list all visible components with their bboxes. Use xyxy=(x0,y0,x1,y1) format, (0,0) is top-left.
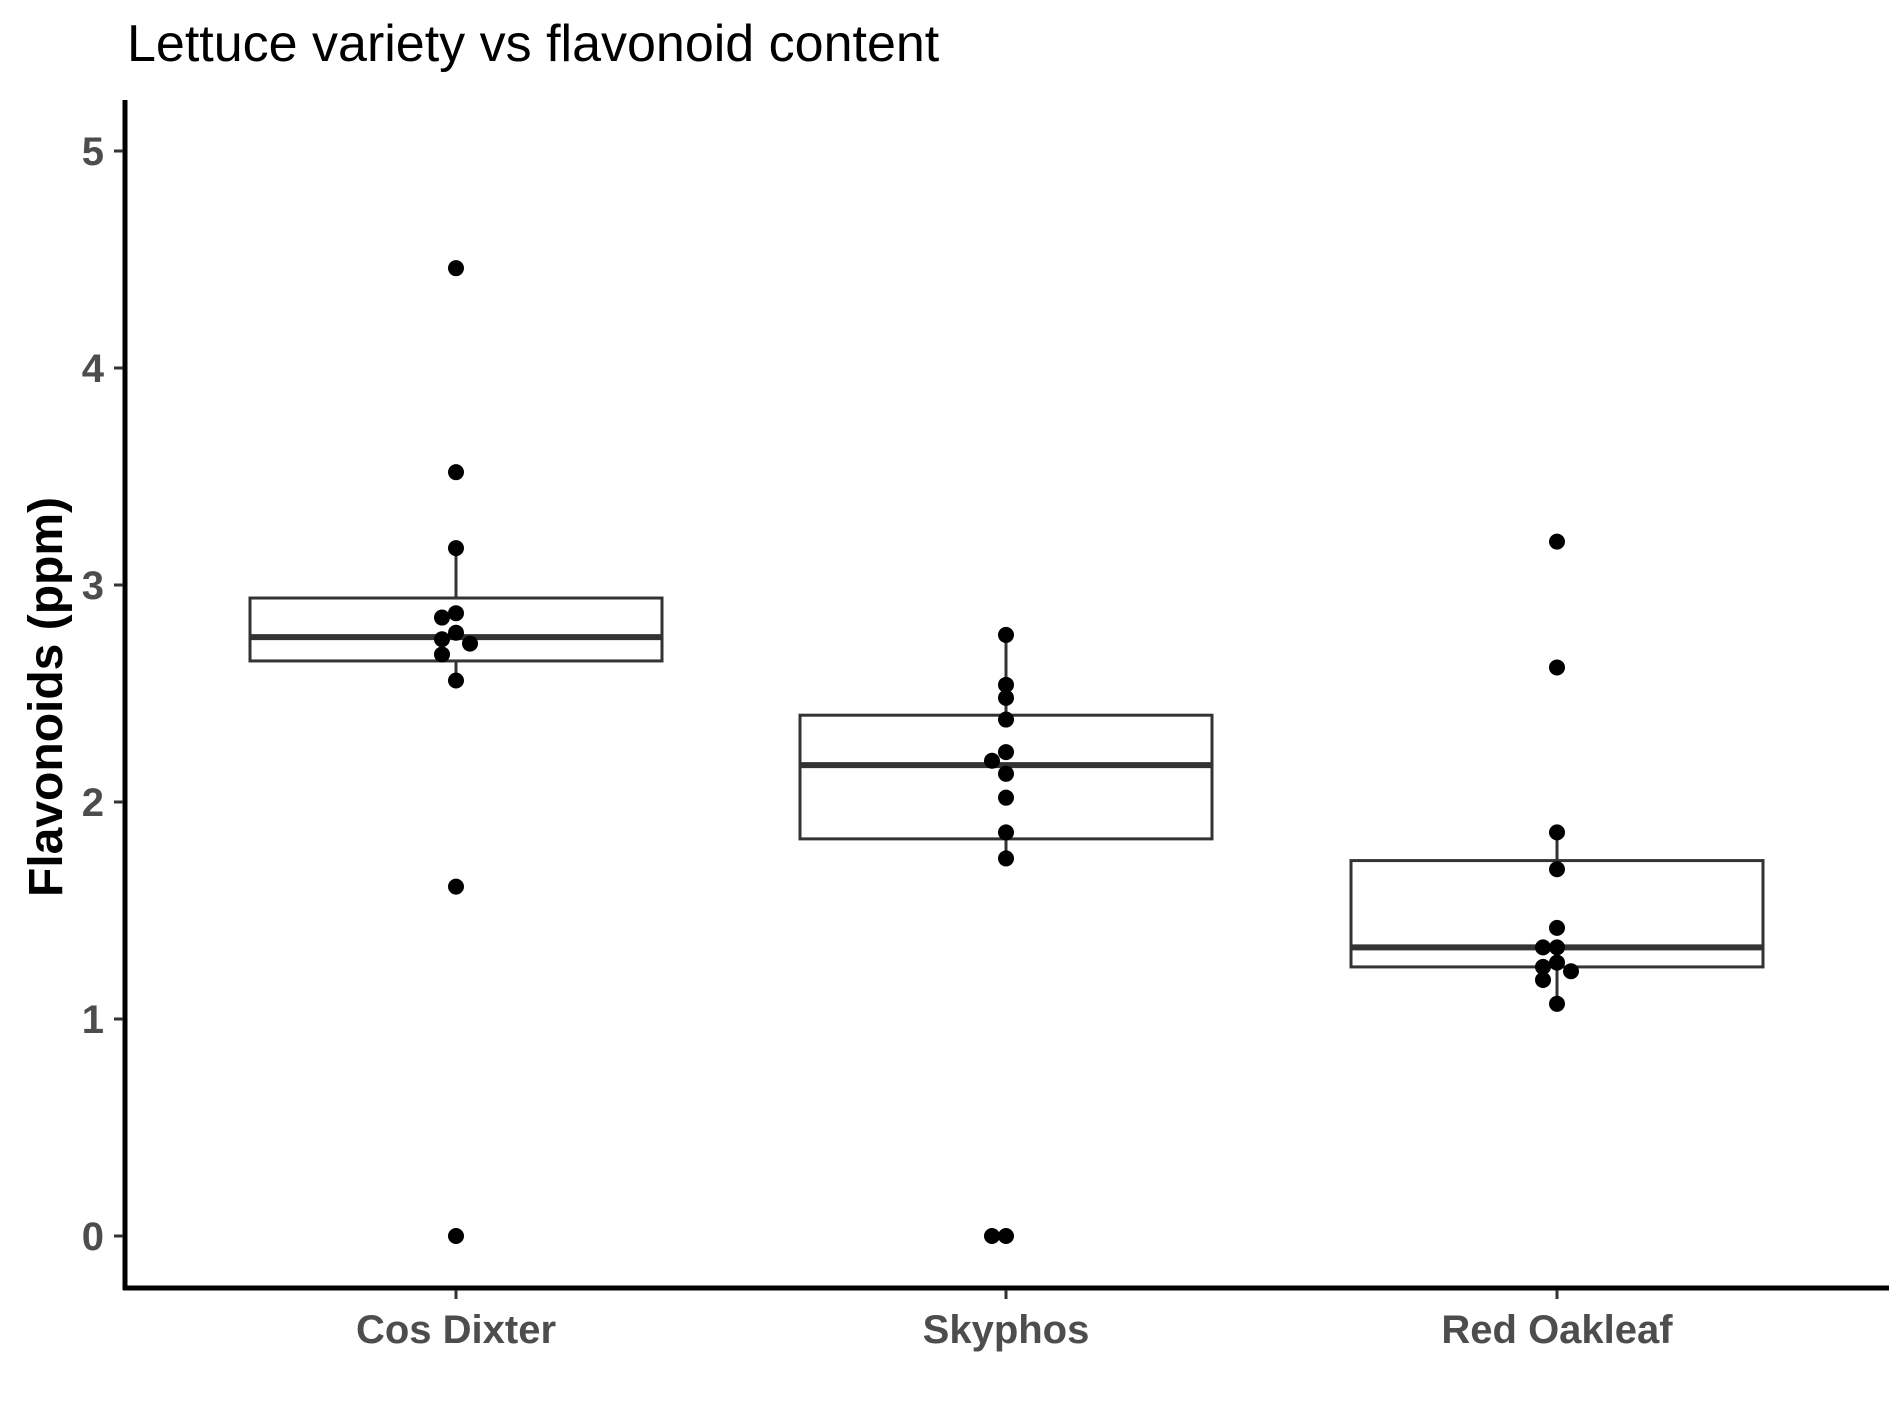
data-point xyxy=(998,689,1014,706)
data-point xyxy=(448,260,464,277)
y-tick-label: 4 xyxy=(82,347,105,391)
points-layer xyxy=(434,260,1579,1244)
data-point xyxy=(1535,971,1551,988)
data-point xyxy=(448,1228,464,1244)
data-point xyxy=(998,765,1014,782)
data-point xyxy=(998,711,1014,728)
data-point xyxy=(1549,995,1565,1012)
data-point xyxy=(998,850,1014,867)
data-point xyxy=(1549,824,1565,841)
data-point xyxy=(448,540,464,557)
data-point xyxy=(448,624,464,641)
data-point xyxy=(1535,958,1551,975)
y-tick-label: 3 xyxy=(82,564,104,608)
data-point xyxy=(998,626,1014,643)
data-point xyxy=(984,1228,1000,1244)
data-point xyxy=(1549,861,1565,878)
data-point xyxy=(1549,939,1565,956)
axes-layer xyxy=(122,100,1889,1291)
box-red-oakleaf xyxy=(1349,832,1765,1004)
y-tick-label: 5 xyxy=(82,130,104,174)
data-point xyxy=(434,646,450,663)
data-point xyxy=(1535,939,1551,956)
data-point xyxy=(434,609,450,626)
data-point xyxy=(984,752,1000,769)
data-point xyxy=(448,878,464,895)
chart-title: Lettuce variety vs flavonoid content xyxy=(127,15,940,73)
data-point xyxy=(448,672,464,689)
data-point xyxy=(1549,533,1565,550)
data-point xyxy=(998,789,1014,806)
ticks-layer: 0 1 2 3 4 5 Cos Dixter Skyphos Red Oakleaf xyxy=(82,130,1674,1352)
data-point xyxy=(1549,954,1565,971)
y-tick-label: 0 xyxy=(82,1215,104,1259)
data-point xyxy=(434,631,450,648)
data-point xyxy=(998,744,1014,761)
data-point xyxy=(448,605,464,622)
data-point xyxy=(448,464,464,481)
data-point xyxy=(1549,659,1565,676)
y-tick-label: 1 xyxy=(82,998,104,1042)
data-point xyxy=(1563,963,1579,980)
data-point xyxy=(998,824,1014,841)
x-tick-label: Cos Dixter xyxy=(356,1308,556,1352)
x-tick-label: Red Oakleaf xyxy=(1441,1308,1673,1352)
x-tick-label: Skyphos xyxy=(923,1308,1090,1352)
data-point xyxy=(998,1228,1014,1244)
y-tick-label: 2 xyxy=(82,781,104,825)
y-axis-title: Flavonoids (ppm) xyxy=(20,497,73,897)
data-point xyxy=(462,635,478,652)
data-point xyxy=(1549,919,1565,936)
data-point xyxy=(998,676,1014,693)
